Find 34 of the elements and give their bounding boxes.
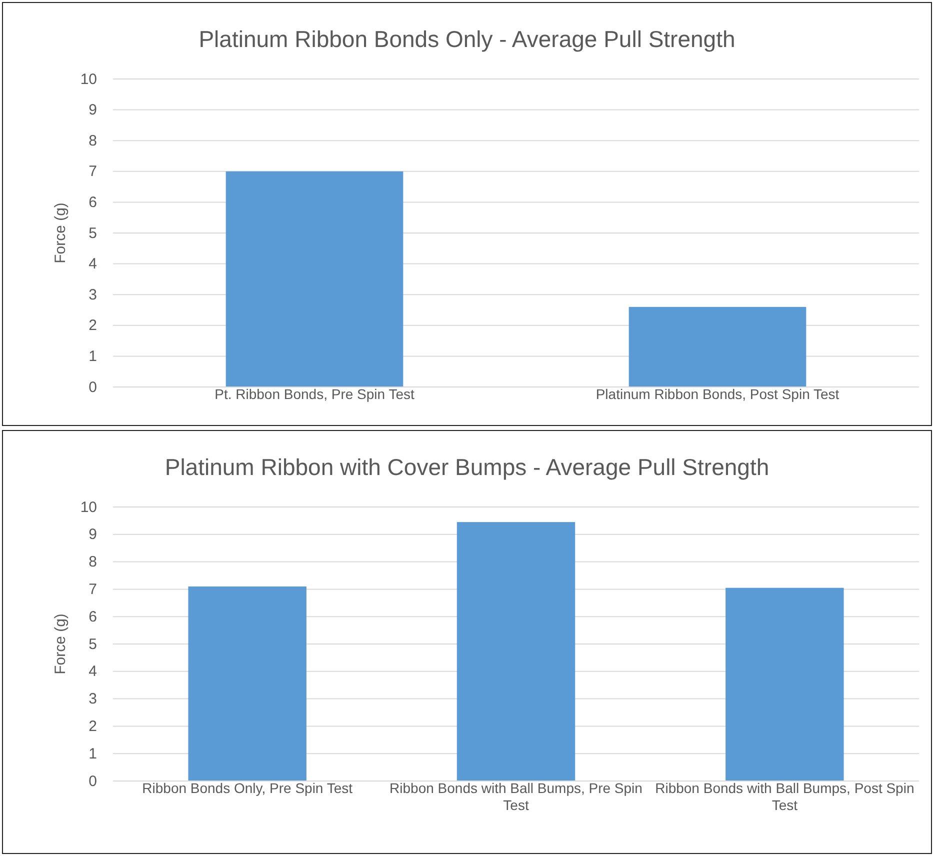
y-tick-label: 5 (88, 636, 97, 653)
y-tick-label: 3 (88, 286, 97, 304)
y-tick-label: 9 (88, 526, 97, 544)
x-tick-label: Ribbon Bonds Only, Pre Spin Test (142, 780, 353, 796)
y-tick-label: 8 (88, 554, 97, 571)
y-tick-label: 4 (88, 663, 97, 680)
chart-title: Platinum Ribbon Bonds Only - Average Pull Strength (198, 26, 736, 52)
y-tick-label: 10 (80, 498, 97, 516)
y-tick-label: 8 (88, 132, 97, 150)
y-axis-title: Force (g) (52, 202, 69, 264)
y-tick-label: 4 (88, 256, 97, 273)
y-tick-label: 0 (88, 772, 97, 790)
y-tick-label: 10 (80, 70, 97, 88)
chart-title: Platinum Ribbon with Cover Bumps - Average Pull Strength (164, 454, 770, 480)
y-tick-label: 2 (88, 317, 97, 334)
x-tick-label: Pt. Ribbon Bonds, Pre Spin Test (214, 386, 414, 402)
x-tick-label: Platinum Ribbon Bonds, Post Spin Test (596, 386, 840, 402)
y-tick-label: 6 (88, 608, 97, 626)
y-tick-label: 9 (88, 102, 97, 119)
y-tick-label: 3 (88, 690, 97, 708)
y-tick-label: 5 (88, 224, 97, 242)
y-tick-label: 0 (88, 378, 97, 396)
y-tick-label: 1 (88, 745, 97, 762)
bar (188, 586, 306, 781)
bar (726, 588, 844, 781)
x-tick-label: Ribbon Bonds with Ball Bumps, Post Spin Test (655, 780, 914, 813)
x-tick-label: Ribbon Bonds with Ball Bumps, Pre Spin Test (390, 780, 642, 813)
y-axis-title: Force (g) (52, 614, 69, 674)
y-tick-label: 1 (88, 348, 97, 365)
y-tick-label: 6 (88, 194, 97, 211)
y-tick-label: 7 (88, 163, 97, 180)
y-tick-label: 2 (88, 718, 97, 735)
bar (456, 522, 576, 781)
y-tick-label: 7 (88, 581, 97, 598)
